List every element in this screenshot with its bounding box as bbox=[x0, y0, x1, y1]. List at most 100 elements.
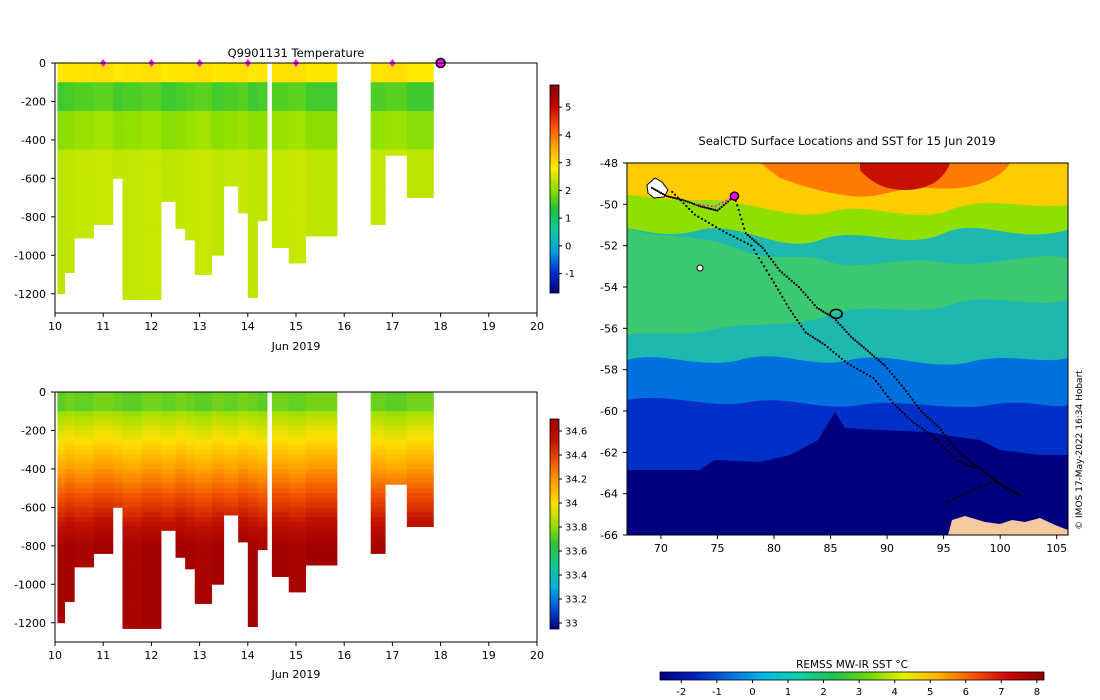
profile-cell bbox=[57, 449, 66, 455]
profile-cell bbox=[288, 260, 307, 264]
profile-cell bbox=[370, 459, 386, 465]
profile-cell bbox=[370, 440, 386, 446]
profile-cell bbox=[161, 488, 176, 494]
track-point bbox=[970, 489, 973, 492]
profile-cell bbox=[112, 106, 123, 112]
profile-cell bbox=[271, 125, 290, 131]
profile-cell bbox=[122, 584, 143, 590]
profile-cell bbox=[175, 77, 186, 83]
track-point bbox=[707, 207, 711, 210]
profile-cell bbox=[288, 420, 307, 427]
profile-cell bbox=[257, 507, 268, 513]
profile-cell bbox=[271, 101, 290, 107]
profile-cell bbox=[93, 96, 114, 102]
profile-cell bbox=[370, 212, 386, 218]
profile-cell bbox=[305, 168, 338, 174]
track-point bbox=[790, 279, 793, 282]
profile-cell bbox=[385, 435, 408, 441]
profile-cell bbox=[141, 589, 162, 595]
profile-cell bbox=[247, 106, 258, 112]
profile-cell bbox=[247, 574, 258, 580]
profile-cell bbox=[211, 526, 225, 532]
profile-cell bbox=[194, 183, 213, 189]
profile-cell bbox=[74, 216, 94, 223]
profile-cell bbox=[57, 255, 66, 261]
profile-cell bbox=[194, 269, 213, 275]
profile-cell bbox=[141, 464, 162, 470]
profile-cell bbox=[93, 401, 114, 407]
profile-cell bbox=[223, 411, 239, 417]
profile-cell bbox=[122, 240, 143, 247]
profile-cell bbox=[122, 464, 143, 470]
profile-cell bbox=[64, 236, 75, 242]
y-tick-label: 0 bbox=[39, 386, 46, 399]
profile-cell bbox=[257, 512, 268, 518]
profile-cell bbox=[185, 502, 196, 508]
profile-cell bbox=[122, 622, 143, 628]
profile-cell bbox=[271, 459, 290, 465]
profile-cell bbox=[64, 550, 75, 556]
profile-cell bbox=[64, 269, 75, 274]
profile-cell bbox=[122, 420, 143, 427]
profile-cell bbox=[141, 274, 162, 280]
track-point bbox=[874, 379, 878, 383]
profile-cell bbox=[161, 154, 176, 160]
profile-cell bbox=[223, 82, 239, 88]
track-point bbox=[669, 196, 672, 199]
profile-cell bbox=[257, 163, 268, 170]
y-tick-label: -50 bbox=[600, 198, 618, 211]
profile-cell bbox=[288, 111, 307, 117]
track-point bbox=[761, 246, 764, 249]
profile-cell bbox=[385, 440, 408, 446]
track-point bbox=[864, 348, 867, 351]
profile-cell bbox=[288, 517, 307, 523]
x-tick-label: 95 bbox=[937, 542, 951, 555]
profile-cell bbox=[247, 459, 258, 465]
profile-cell bbox=[74, 154, 94, 160]
profile-cell bbox=[406, 430, 434, 436]
profile-cell bbox=[247, 212, 258, 218]
profile-cell bbox=[271, 197, 290, 203]
profile-cell bbox=[257, 135, 268, 141]
profile-cell bbox=[305, 207, 338, 213]
profile-cell bbox=[175, 555, 186, 558]
profile-cell bbox=[141, 392, 162, 398]
x-tick-label: 19 bbox=[482, 320, 496, 333]
x-tick-label: 100 bbox=[990, 542, 1011, 555]
colorbar-tick-label: 34.4 bbox=[565, 451, 587, 462]
profile-cell bbox=[305, 77, 338, 83]
profile-cell bbox=[93, 173, 114, 179]
profile-cell bbox=[238, 521, 249, 528]
profile-cell bbox=[175, 444, 186, 451]
profile-cell bbox=[185, 440, 196, 446]
profile-cell bbox=[141, 168, 162, 174]
profile-cell bbox=[161, 111, 176, 117]
profile-cell bbox=[74, 77, 94, 83]
profile-cell bbox=[74, 207, 94, 213]
profile-cell bbox=[247, 168, 258, 174]
profile-cell bbox=[74, 512, 94, 518]
profile-cell bbox=[406, 420, 434, 427]
profile-cell bbox=[112, 449, 123, 455]
profile-cell bbox=[257, 459, 268, 465]
profile-cell bbox=[406, 411, 434, 417]
profile-cell bbox=[185, 168, 196, 174]
profile-cell bbox=[194, 111, 213, 117]
track-point bbox=[949, 441, 953, 445]
track-point bbox=[785, 302, 788, 306]
profile-cell bbox=[385, 473, 408, 479]
profile-cell bbox=[175, 82, 186, 88]
profile-cell bbox=[385, 63, 408, 69]
profile-cell bbox=[406, 464, 434, 470]
colorbar-tick-label: 33.4 bbox=[565, 571, 587, 582]
profile-cell bbox=[74, 159, 94, 165]
x-tick-label: 13 bbox=[193, 649, 207, 662]
x-tick-label: 12 bbox=[144, 320, 158, 333]
profile-cell bbox=[74, 526, 94, 532]
profile-cell bbox=[211, 192, 225, 199]
x-tick-label: 16 bbox=[337, 320, 351, 333]
profile-cell bbox=[211, 420, 225, 427]
profile-cell bbox=[271, 82, 290, 88]
profile-cell bbox=[370, 63, 386, 69]
profile-cell bbox=[185, 221, 196, 227]
